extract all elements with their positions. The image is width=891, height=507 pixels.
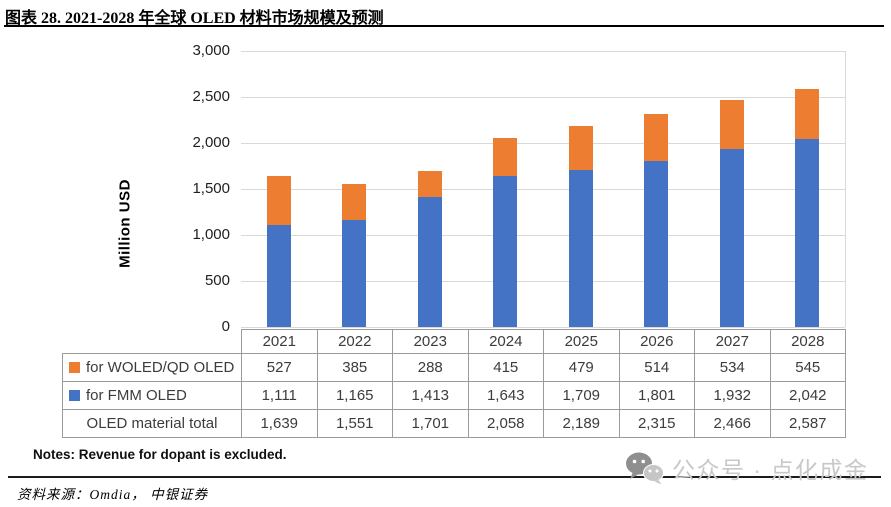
value-cell: 479 [543, 353, 620, 382]
y-tick-label: 1,000 [192, 226, 230, 243]
y-tick-label: 500 [204, 272, 230, 289]
y-tick-label: 0 [221, 318, 230, 335]
bar-segment-fmm-oled [266, 224, 291, 327]
value-cell: 545 [769, 353, 846, 382]
bar-column-2025 [543, 51, 619, 327]
total-row: OLED material total 1,639 1,551 1,701 2,058 2… [62, 409, 846, 438]
total-value-cell: 2,315 [618, 409, 695, 438]
y-tick-label: 2,500 [192, 88, 230, 105]
value-cell: 1,413 [392, 381, 469, 410]
value-cell: 288 [392, 353, 469, 382]
gridline [241, 235, 845, 236]
bar-segment-woled-qd-oled [266, 176, 291, 225]
bar-column-2021 [241, 51, 317, 327]
value-cell: 1,165 [316, 381, 393, 410]
gridline [241, 51, 845, 52]
table-header-row: 2021 2022 2023 2024 2025 2026 2027 2028 [63, 329, 846, 354]
y-tick-label: 1,500 [192, 180, 230, 197]
series-name: for WOLED/QD OLED [86, 359, 235, 376]
bar-segment-woled-qd-oled [719, 100, 744, 150]
total-value-cell: 2,058 [467, 409, 544, 438]
bar-column-2023 [392, 51, 468, 327]
year-header-cell: 2026 [618, 329, 695, 354]
bar-segment-fmm-oled [568, 169, 593, 327]
bar-segment-woled-qd-oled [417, 170, 442, 198]
bar-segment-fmm-oled [417, 197, 442, 327]
year-header-cell: 2027 [694, 329, 771, 354]
value-cell: 514 [618, 353, 695, 382]
bar-segment-fmm-oled [795, 139, 820, 327]
value-cell: 415 [467, 353, 544, 382]
bar-column-2028 [770, 51, 846, 327]
value-cell: 1,643 [467, 381, 544, 410]
value-cell: 385 [316, 353, 393, 382]
year-header-cell: 2023 [392, 329, 469, 354]
bar-segment-fmm-oled [719, 149, 744, 327]
bar-segment-fmm-oled [342, 219, 367, 327]
gridline [241, 189, 845, 190]
bar-segment-woled-qd-oled [342, 184, 367, 220]
y-tick-label: 3,000 [192, 42, 230, 59]
total-label-cell: OLED material total [62, 409, 242, 438]
table-corner-cell [63, 330, 242, 354]
total-value-cell: 1,639 [241, 409, 318, 438]
figure-title: 图表 28. 2021-2028 年全球 OLED 材料市场规模及预测 [5, 10, 384, 27]
total-value-cell: 2,189 [543, 409, 620, 438]
chart-notes: Notes: Revenue for dopant is excluded. [33, 447, 287, 462]
value-cell: 2,042 [769, 381, 846, 410]
watermark-text: 公众号 · 点化成金 [672, 457, 869, 483]
gridline [241, 143, 845, 144]
y-tick-label: 2,000 [192, 134, 230, 151]
bar-segment-woled-qd-oled [493, 137, 518, 176]
bottom-divider [8, 476, 881, 478]
watermark: 公众号 · 点化成金 [625, 451, 868, 485]
year-header-cell: 2025 [543, 329, 620, 354]
total-value-cell: 1,701 [392, 409, 469, 438]
legend-swatch-woled [69, 362, 80, 373]
bar-segment-woled-qd-oled [644, 114, 669, 162]
series-label-cell: for WOLED/QD OLED [62, 353, 242, 382]
series-row: for FMM OLED 1,111 1,165 1,413 1,643 1,709 1,8… [62, 381, 846, 410]
year-header-cell: 2021 [241, 329, 318, 354]
plot-area [241, 51, 846, 328]
gridline [241, 327, 845, 328]
total-value-cell: 1,551 [316, 409, 393, 438]
bar-segment-woled-qd-oled [795, 89, 820, 140]
year-header-cell: 2028 [769, 329, 846, 354]
series-row: for WOLED/QD OLED 527 385 288 415 479 514 534 54… [62, 353, 846, 382]
wechat-icon [626, 452, 664, 485]
total-value-cell: 2,466 [694, 409, 771, 438]
bar-segment-fmm-oled [644, 161, 669, 327]
year-header-cell: 2022 [316, 329, 393, 354]
value-cell: 1,801 [618, 381, 695, 410]
gridline [241, 97, 845, 98]
y-axis-title: Million USD [116, 179, 134, 268]
bar-column-2022 [317, 51, 393, 327]
data-table: 2021 2022 2023 2024 2025 2026 2027 2028 for WOLE… [62, 329, 846, 438]
bar-column-2026 [619, 51, 695, 327]
value-cell: 1,111 [241, 381, 318, 410]
bar-column-2024 [468, 51, 544, 327]
source-attribution: 资料来源：Omdia， 中银证券 [17, 487, 209, 502]
total-value-cell: 2,587 [769, 409, 846, 438]
title-divider [4, 25, 884, 27]
value-cell: 534 [694, 353, 771, 382]
series-name: for FMM OLED [86, 387, 187, 404]
bar-segment-woled-qd-oled [568, 125, 593, 170]
bar-segment-fmm-oled [493, 175, 518, 327]
year-header-cell: 2024 [467, 329, 544, 354]
value-cell: 1,709 [543, 381, 620, 410]
value-cell: 1,932 [694, 381, 771, 410]
legend-swatch-fmm [69, 390, 80, 401]
value-cell: 527 [241, 353, 318, 382]
gridline [241, 281, 845, 282]
series-label-cell: for FMM OLED [62, 381, 242, 410]
bar-column-2027 [694, 51, 770, 327]
